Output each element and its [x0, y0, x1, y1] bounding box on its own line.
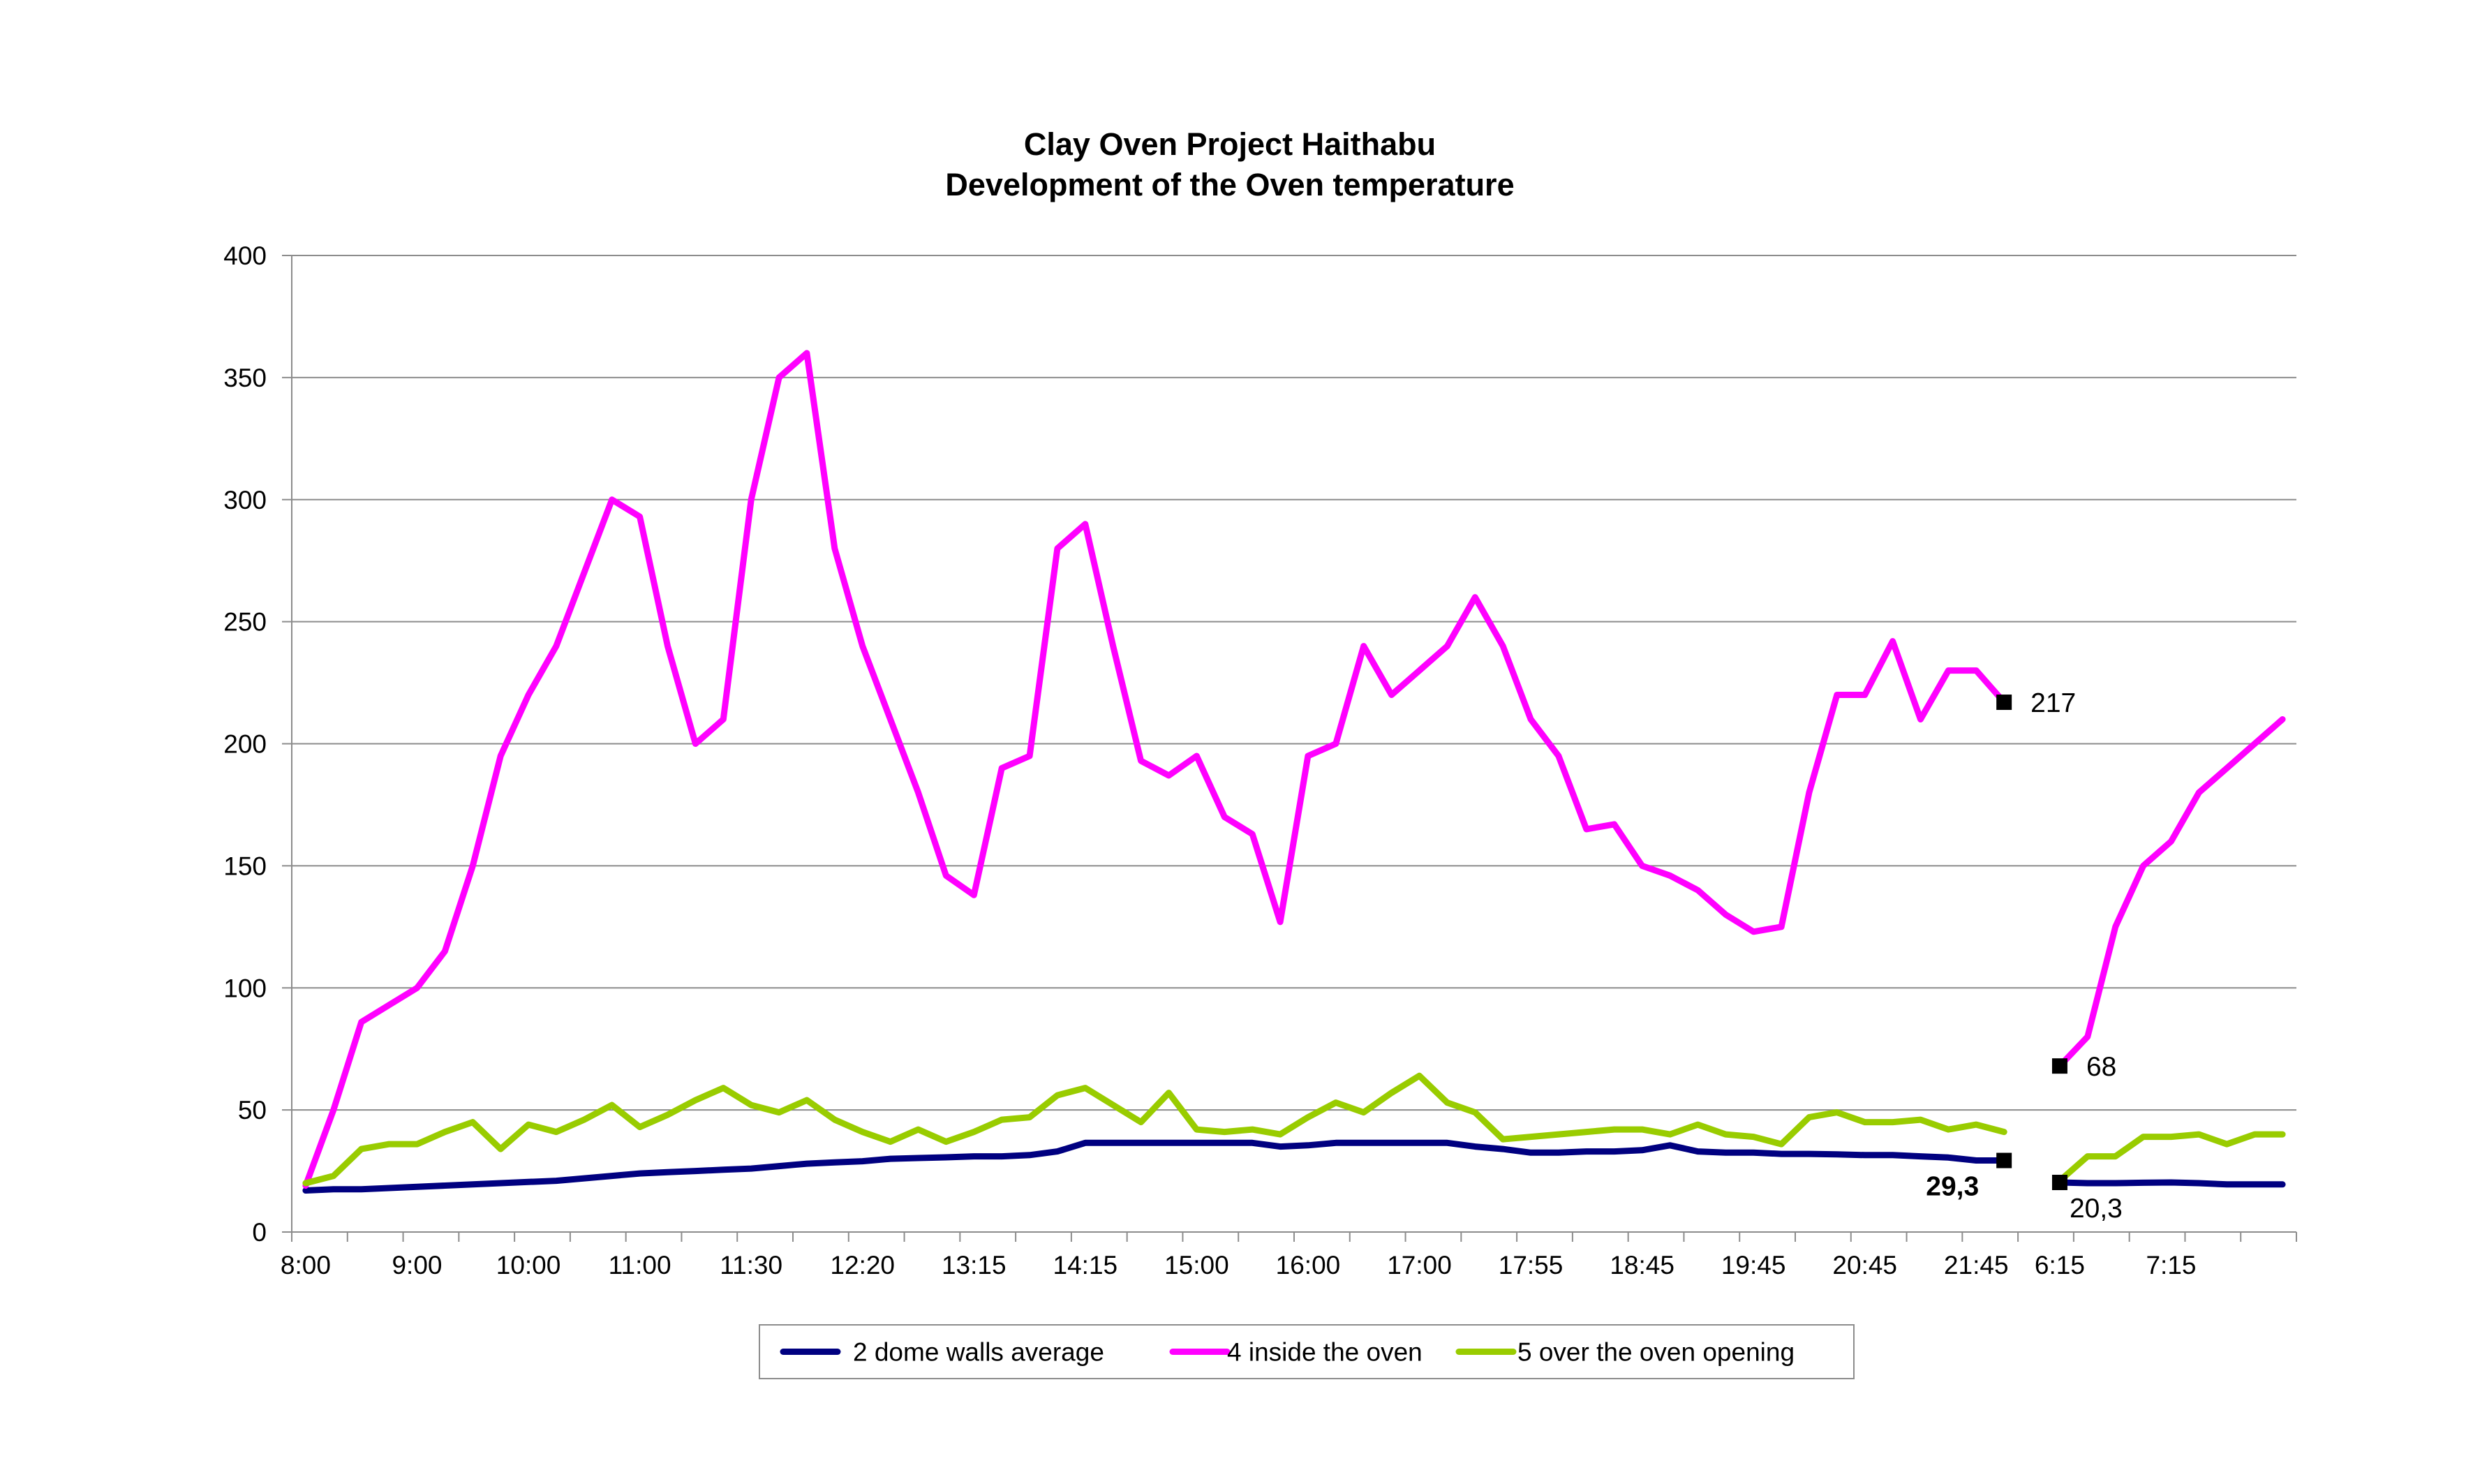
- x-tick-label: 12:20: [830, 1251, 895, 1279]
- x-tick-label: 6:15: [2035, 1251, 2085, 1279]
- legend-box: [759, 1324, 1855, 1379]
- y-tick-label: 400: [223, 242, 267, 270]
- y-tick-label: 200: [223, 730, 267, 759]
- x-tick-label: 11:30: [720, 1251, 782, 1279]
- x-tick-label: 9:00: [392, 1251, 442, 1279]
- x-tick-label: 7:15: [2146, 1251, 2196, 1279]
- x-tick-label: 18:45: [1610, 1251, 1674, 1279]
- x-tick-label: 10:00: [496, 1251, 561, 1279]
- y-tick-label: 300: [223, 486, 267, 514]
- x-tick-label: 13:15: [942, 1251, 1007, 1279]
- data-label: 217: [2030, 688, 2076, 718]
- y-tick-label: 100: [223, 974, 267, 1002]
- data-annotations: 217 68 29,3 20,3: [1926, 688, 2123, 1224]
- legend-label: 4 inside the oven: [1227, 1338, 1423, 1367]
- y-tick-label: 0: [252, 1218, 267, 1247]
- chart-subtitle: Development of the Oven temperature: [945, 167, 1514, 202]
- data-marker: [2051, 1175, 2067, 1191]
- data-label: 29,3: [1926, 1172, 1979, 1202]
- chart-title: Clay Oven Project Haithabu: [1024, 126, 1436, 162]
- series-line: [2056, 716, 2286, 1069]
- gridlines: [292, 255, 2296, 1111]
- x-tick-label: 8:00: [281, 1251, 331, 1279]
- legend-label: 2 dome walls average: [853, 1338, 1104, 1367]
- legend: 2 dome walls average 4 inside the oven 5 o…: [759, 1324, 1855, 1379]
- data-label: 68: [2086, 1052, 2116, 1082]
- x-tick-label: 15:00: [1164, 1251, 1229, 1279]
- data-marker: [1996, 695, 2012, 711]
- x-tick-label: 16:00: [1276, 1251, 1341, 1279]
- y-tick-label: 50: [238, 1096, 267, 1125]
- series-line: [302, 350, 2007, 1189]
- x-tick-label: 17:00: [1387, 1251, 1452, 1279]
- series-line: [302, 1072, 2007, 1187]
- series-line: [2056, 1179, 2286, 1188]
- x-tick-label: 21:45: [1944, 1251, 2009, 1279]
- series-line: [302, 1139, 2007, 1194]
- x-tick-label: 14:15: [1053, 1251, 1118, 1279]
- data-marker: [2051, 1058, 2067, 1074]
- data-marker: [1996, 1152, 2012, 1168]
- series-lines: [302, 350, 2286, 1194]
- y-tick-label: 150: [223, 852, 267, 880]
- x-tick-label: 20:45: [1832, 1251, 1897, 1279]
- series-line: [2056, 1131, 2286, 1185]
- x-tick-label: 11:00: [609, 1251, 671, 1279]
- y-tick-label: 350: [223, 364, 267, 392]
- data-label: 20,3: [2070, 1194, 2123, 1224]
- x-tick-label: 19:45: [1721, 1251, 1786, 1279]
- axes: 0 50 100 150 200 250 300 350 400 8:00 9:00 10:00 11:…: [223, 242, 2297, 1279]
- legend-label: 5 over the oven opening: [1517, 1338, 1795, 1367]
- x-tick-label: 17:55: [1499, 1251, 1564, 1279]
- y-tick-label: 250: [223, 608, 267, 637]
